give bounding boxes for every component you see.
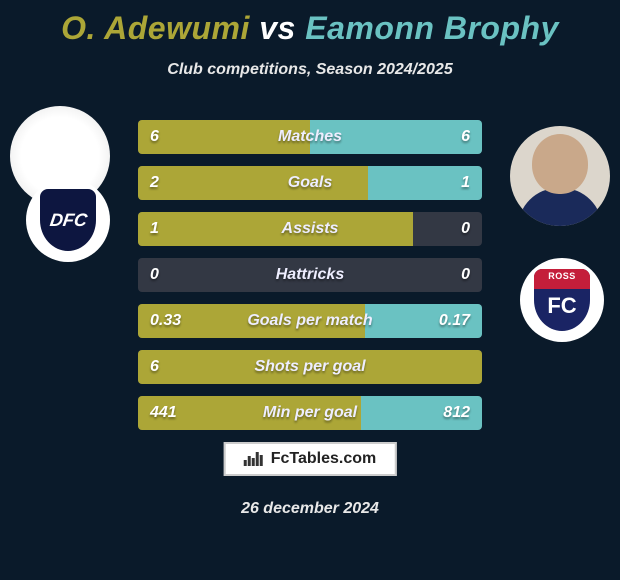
player1-name: O. Adewumi	[61, 10, 250, 46]
dfc-shield: DFC	[40, 189, 96, 251]
comparison-card: O. Adewumi vs Eamonn Brophy Club competi…	[0, 0, 620, 580]
player1-club-crest: DFC	[26, 178, 110, 262]
stat-row: 66Matches	[138, 120, 482, 154]
stat-row: 0.330.17Goals per match	[138, 304, 482, 338]
stat-row: 00Hattricks	[138, 258, 482, 292]
branding-badge: FcTables.com	[224, 442, 397, 476]
stat-row: 441812Min per goal	[138, 396, 482, 430]
player2-avatar	[510, 126, 610, 226]
player2-club-crest: ROSS FC	[520, 258, 604, 342]
crest2-top: ROSS	[548, 271, 576, 281]
crest2-center: FC	[547, 293, 576, 319]
stat-row: 10Assists	[138, 212, 482, 246]
stat-label: Goals	[138, 166, 482, 200]
stats-block: 66Matches 21Goals 10Assists 00Hattricks 0.33…	[138, 120, 482, 442]
ross-county-shield: ROSS FC	[534, 269, 590, 331]
stat-label: Matches	[138, 120, 482, 154]
title: O. Adewumi vs Eamonn Brophy	[0, 0, 620, 47]
stat-row: 21Goals	[138, 166, 482, 200]
vs-text: vs	[259, 10, 296, 46]
stat-label: Hattricks	[138, 258, 482, 292]
stat-label: Assists	[138, 212, 482, 246]
stat-label: Shots per goal	[138, 350, 482, 384]
subtitle: Club competitions, Season 2024/2025	[0, 61, 620, 79]
stat-label: Goals per match	[138, 304, 482, 338]
branding-text: FcTables.com	[271, 450, 377, 468]
crest1-text: DFC	[48, 210, 88, 231]
stat-row: 6Shots per goal	[138, 350, 482, 384]
branding-logo-icon	[244, 452, 263, 466]
date-text: 26 december 2024	[0, 500, 620, 518]
player2-name: Eamonn Brophy	[305, 10, 559, 46]
stat-label: Min per goal	[138, 396, 482, 430]
